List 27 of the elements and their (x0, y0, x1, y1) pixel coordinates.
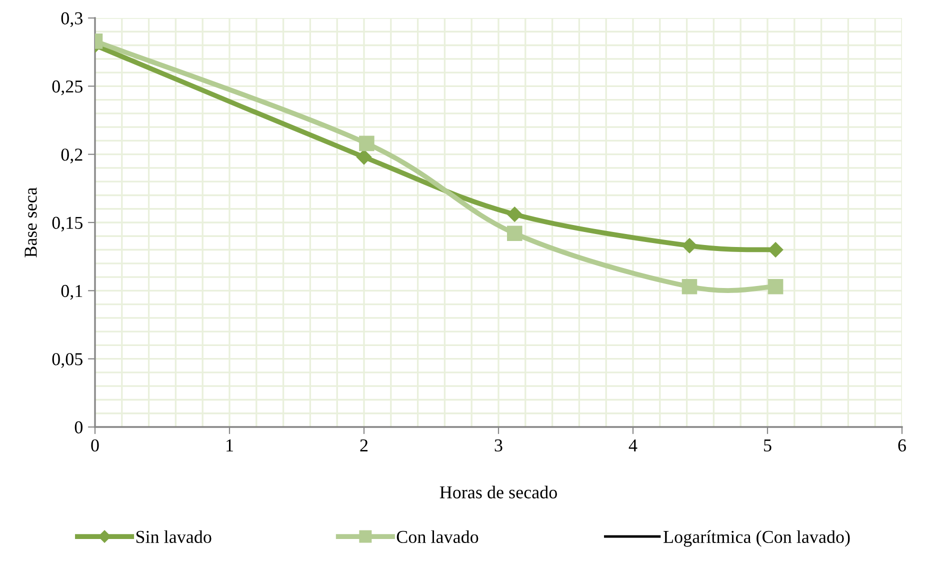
y-tick-label: 0,05 (52, 353, 82, 368)
y-tick-label: 0,1 (61, 284, 82, 300)
point (682, 278, 698, 294)
x-tick-label: 5 (764, 440, 772, 452)
y-axis-title: Base seca (24, 187, 37, 258)
y-tick-label: 0 (74, 421, 83, 434)
point (507, 226, 522, 242)
point (507, 206, 522, 222)
x-axis-title: Horas de secado (440, 486, 557, 498)
point (356, 149, 372, 165)
y-tick-label: 0,25 (52, 80, 82, 96)
x-tick-label: 6 (898, 439, 906, 452)
legend-label: Logarítmica (Con lavado) (664, 530, 850, 547)
x-tick-label: 4 (628, 439, 638, 452)
point (768, 278, 784, 294)
legend-label: Sin lavado (136, 530, 212, 544)
point (768, 242, 784, 258)
y-tick-label: 0,3 (61, 12, 82, 28)
x-tick-label: 3 (494, 439, 502, 452)
point (682, 238, 698, 254)
point (359, 136, 374, 152)
y-tick-label: 0,2 (61, 148, 82, 164)
legend-label: Con lavado (396, 530, 478, 544)
x-tick-label: 1 (226, 439, 233, 452)
x-tick-label: 0 (91, 439, 99, 452)
x-tick-label: 2 (360, 439, 368, 452)
y-tick-label: 0,15 (52, 216, 82, 232)
